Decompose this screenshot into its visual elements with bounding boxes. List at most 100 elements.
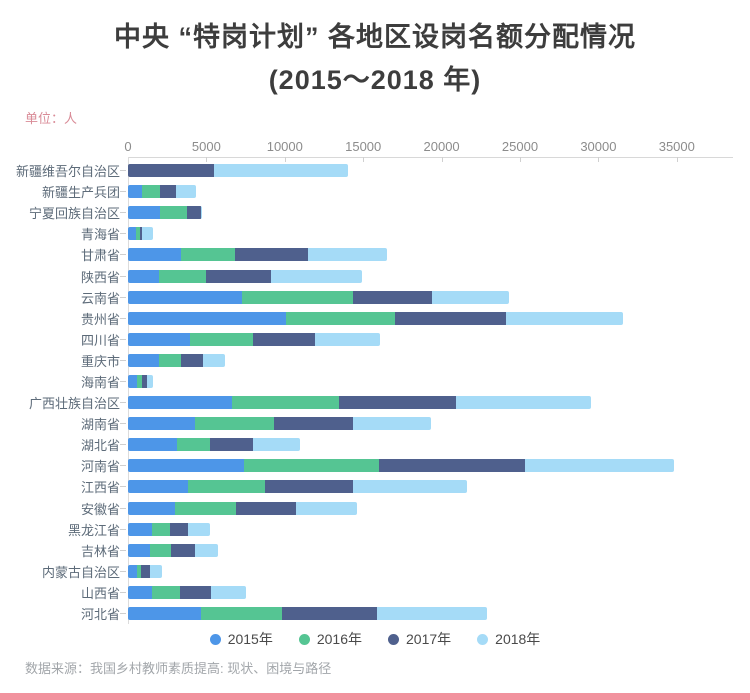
bar-segment-2017年 [265, 480, 353, 494]
category-tick-mark [120, 570, 126, 572]
category-tick-mark [120, 591, 126, 593]
legend-label: 2017年 [406, 631, 452, 647]
x-axis-line [128, 157, 733, 158]
bar-segment-2018年 [295, 501, 357, 515]
category-tick [120, 444, 128, 446]
bar-segment-2016年 [187, 480, 266, 494]
bar-segment-2018年 [146, 374, 153, 388]
bar-segment-2018年 [352, 417, 431, 431]
bar-segment-2017年 [186, 206, 201, 220]
bar-row: 陕西省 [0, 265, 750, 286]
category-tick [120, 191, 128, 193]
bottom-accent-bar [0, 693, 750, 700]
bar-segment-2015年 [128, 374, 137, 388]
bar-segment-2015年 [128, 396, 233, 410]
category-tick [120, 402, 128, 404]
category-tick-mark [120, 233, 126, 235]
bar-segment-2017年 [141, 564, 151, 578]
chart-title-line2: (2015～2018 年) [268, 65, 482, 96]
bar-row: 湖北省 [0, 434, 750, 455]
unit-label: 单位：人 [25, 111, 78, 126]
category-tick [120, 549, 128, 551]
category-tick [120, 528, 128, 530]
bar-row: 吉林省 [0, 540, 750, 561]
bar-row: 海南省 [0, 371, 750, 392]
category-label: 山西省 [80, 585, 120, 601]
bar-row: 广西壮族自治区 [0, 392, 750, 413]
bar-segment-2016年 [152, 585, 180, 599]
bar-segment-2017年 [236, 501, 296, 515]
bar-segment-2015年 [128, 522, 153, 536]
bar-segment-2017年 [181, 353, 204, 367]
legend-label: 2015年 [227, 631, 273, 647]
category-label: 陕西省 [80, 269, 120, 285]
bar-row: 重庆市 [0, 350, 750, 371]
bar-segment-2017年 [160, 185, 176, 199]
bar-segment-2016年 [175, 501, 237, 515]
x-axis-tick-mark [598, 157, 600, 162]
x-axis-tick-mark [363, 157, 365, 162]
bar-segment-2015年 [128, 227, 136, 241]
bar-segment-2017年 [169, 522, 188, 536]
bar-segment-2018年 [203, 353, 226, 367]
legend-dot-icon [298, 633, 310, 645]
category-label: 吉林省 [80, 543, 120, 559]
category-tick [120, 338, 128, 340]
category-label: 海南省 [80, 374, 120, 390]
category-tick [120, 296, 128, 298]
category-tick [120, 486, 128, 488]
category-tick [120, 380, 128, 382]
stacked-bar [128, 607, 488, 621]
legend-label: 2016年 [316, 631, 362, 647]
bar-row: 湖南省 [0, 413, 750, 434]
category-label: 内蒙古自治区 [41, 564, 120, 580]
stacked-bar [128, 585, 246, 599]
category-tick [120, 317, 128, 319]
bar-segment-2018年 [315, 332, 381, 346]
bar-row: 河北省 [0, 603, 750, 624]
stacked-bar [128, 311, 624, 325]
bar-segment-2015年 [128, 607, 201, 621]
bar-segment-2016年 [142, 185, 161, 199]
bar-segment-2016年 [136, 564, 142, 578]
bar-segment-2017年 [395, 311, 506, 325]
bar-segment-2016年 [158, 269, 206, 283]
category-label: 贵州省 [80, 311, 120, 327]
bar-segment-2018年 [271, 269, 363, 283]
bar-segment-2015年 [128, 311, 287, 325]
category-tick-mark [120, 507, 126, 509]
bar-segment-2017年 [338, 396, 456, 410]
bar-segment-2016年 [136, 374, 143, 388]
category-label: 河南省 [80, 459, 120, 475]
bar-segment-2015年 [128, 269, 159, 283]
bar-segment-2015年 [128, 290, 242, 304]
category-tick-mark [120, 317, 126, 319]
category-tick [120, 254, 128, 256]
bar-row: 新疆生产兵团 [0, 181, 750, 202]
category-tick [120, 423, 128, 425]
bar-segment-2018年 [194, 543, 219, 557]
stacked-bar-chart: 0 5000 10000 15000 20000 25000 30000 35000 新疆维吾… [0, 140, 750, 624]
bar-segment-2016年 [241, 290, 353, 304]
bar-segment-2016年 [160, 206, 187, 220]
bar-segment-2018年 [455, 396, 591, 410]
legend-item: 2017年 [388, 629, 451, 649]
chart-title-line1: 中央 “特岗计划” 各地区设岗名额分配情况 [113, 22, 636, 52]
bar-segment-2017年 [142, 374, 147, 388]
bar-segment-2018年 [142, 227, 153, 241]
stacked-bar [128, 164, 348, 178]
bar-segment-2016年 [200, 607, 283, 621]
bar-row: 贵州省 [0, 308, 750, 329]
bar-row: 云南省 [0, 287, 750, 308]
x-axis-tick-mark [284, 157, 286, 162]
bar-segment-2016年 [232, 396, 339, 410]
bar-row: 安徽省 [0, 498, 750, 519]
category-label: 云南省 [80, 290, 120, 306]
category-tick-mark [120, 359, 126, 361]
x-axis: 0 5000 10000 15000 20000 25000 30000 35000 [0, 140, 750, 162]
category-tick-mark [120, 380, 126, 382]
bar-segment-2018年 [352, 480, 467, 494]
bar-row: 甘肃省 [0, 244, 750, 265]
category-tick [120, 613, 128, 615]
